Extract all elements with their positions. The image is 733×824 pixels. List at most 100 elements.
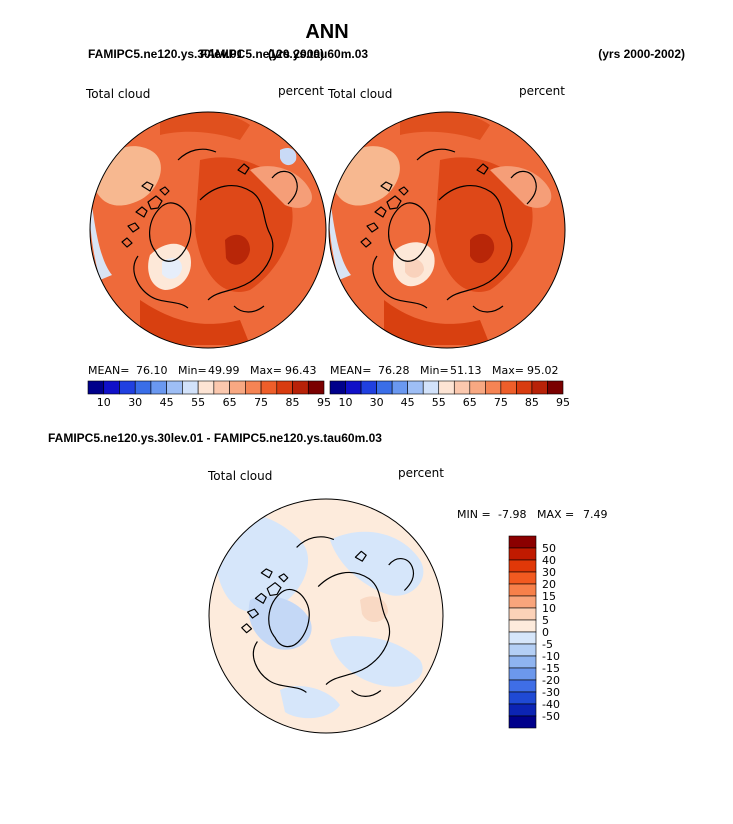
panel-b-colorbar-swatch (329, 380, 346, 395)
panel-a-colorbar-swatch (166, 380, 183, 395)
panel-b-colorbar-tick-label: 10 (339, 396, 353, 409)
panel-c-colorbar-swatch (508, 679, 537, 693)
panel-c-colorbar-tick-label: 50 (542, 542, 556, 555)
panel-b-colorbar-swatch (547, 380, 564, 395)
top-left-label-a: FAMIPC5.ne120.ys.30lev.01 (88, 47, 244, 61)
panel-b-colorbar-swatch (438, 380, 455, 395)
panel-c-colorbar-swatch (508, 595, 537, 609)
panel-b-stat-max: 95.02 (527, 364, 559, 377)
panel-b-colorbar-swatch (516, 380, 533, 395)
panel-c-colorbar-tick-label: -40 (542, 698, 560, 711)
panel-c-stat-min: -7.98 (498, 508, 526, 521)
panel-a-colorbar-swatch (292, 380, 309, 395)
panel-c-colorbar-swatch (508, 547, 537, 561)
panel-c-colorbar-swatch (508, 631, 537, 645)
panel-c-colorbar-tick-label: 5 (542, 614, 549, 627)
panel-c-boundary (208, 498, 444, 734)
panel-a-colorbar-swatch (103, 380, 120, 395)
panel-a-colorbar-tick-label: 75 (254, 396, 268, 409)
panel-c-colorbar-tick-label: 10 (542, 602, 556, 615)
panel-c-colorbar-tick-label: 0 (542, 626, 549, 639)
panel-a-colorbar-swatch (134, 380, 152, 395)
panel-a-colorbar-swatch (150, 380, 167, 395)
panel-b-units: percent (519, 84, 565, 98)
panel-c-colorbar-swatch (508, 643, 537, 657)
panel-b-stat-min-label: Min= (420, 364, 449, 377)
panel-b-colorbar-swatch (345, 380, 362, 395)
panel-c-title: Total cloud (207, 469, 272, 483)
panel-b-colorbar-tick-label: 55 (432, 396, 446, 409)
panel-c-colorbar-tick-label: -30 (542, 686, 560, 699)
panel-a-colorbar-swatch (182, 380, 199, 395)
panel-c-colorbar-swatch (508, 619, 537, 633)
panel-a-colorbar-tick-label: 55 (191, 396, 205, 409)
panel-b-colorbar-tick-label: 95 (556, 396, 570, 409)
panel-a-colorbar-tick-label: 10 (97, 396, 111, 409)
panel-a-colorbar-swatch (119, 380, 136, 395)
panel-a-colorbar-tick-label: 85 (286, 396, 300, 409)
panel-c-colorbar-swatch (508, 655, 537, 669)
panel-a-stat-min: 49.99 (208, 364, 240, 377)
panel-b-colorbar-swatch (453, 380, 471, 395)
panel-a-stat-max-label: Max= (250, 364, 282, 377)
panel-c-colorbar-tick-label: 15 (542, 590, 556, 603)
panel-b-stat-max-label: Max= (492, 364, 524, 377)
panel-b-colorbar-swatch (485, 380, 502, 395)
panel-b-colorbar-tick-label: 85 (525, 396, 539, 409)
panel-c-colorbar-swatch (508, 703, 537, 717)
panel-a-map (90, 112, 326, 348)
panel-a-stat-min-label: Min= (178, 364, 207, 377)
panel-c-colorbar-swatch (508, 583, 537, 597)
panel-b-colorbar-swatch (360, 380, 377, 395)
panel-a-colorbar-swatch (87, 380, 105, 395)
panel-b-map (329, 112, 565, 348)
panel-c-colorbar-tick-label: -15 (542, 662, 560, 675)
panel-c-colorbar-swatch (508, 691, 537, 705)
top-left-label-b-years: (yrs 2000) (268, 47, 324, 61)
panel-c-stat-max-label: MAX = (537, 508, 574, 521)
panel-c-stat-min-label: MIN = (457, 508, 491, 521)
panel-a-colorbar-swatch (260, 380, 278, 395)
panel-a-title: Total cloud (85, 87, 150, 101)
panel-a-colorbar-tick-label: 45 (160, 396, 174, 409)
figure-title: ANN (305, 21, 348, 43)
panel-b-colorbar-swatch (469, 380, 486, 395)
panel-c-colorbar-tick-label: -50 (542, 710, 560, 723)
panel-a-colorbar-tick-label: 95 (317, 396, 331, 409)
panel-b-colorbar-tick-label: 65 (463, 396, 477, 409)
panel-c-colorbar-tick-label: -20 (542, 674, 560, 687)
panel-a-colorbar-tick-label: 30 (128, 396, 142, 409)
top-left-label-b: FAMIPC5.ne120.ys.tau60m.03 (200, 47, 368, 61)
panel-c-colorbar-swatch (508, 715, 537, 729)
panel-a-stat-max: 96.43 (285, 364, 317, 377)
panel-b-colorbar-swatch (531, 380, 548, 395)
panel-c-units: percent (398, 466, 444, 480)
panel-a-colorbar-swatch (229, 380, 246, 395)
panel-c-colorbar-tick-label: 20 (542, 578, 556, 591)
panel-b-colorbar-swatch (500, 380, 517, 395)
panel-b-colorbar-tick-label: 45 (401, 396, 415, 409)
panel-c-colorbar-tick-label: 40 (542, 554, 556, 567)
panel-c-colorbar-swatch (508, 571, 537, 585)
panel-c-map (209, 499, 443, 733)
panel-b-stat-min: 51.13 (450, 364, 482, 377)
panel-a-stat-mean: 76.10 (136, 364, 168, 377)
panel-c-stat-max: 7.49 (583, 508, 608, 521)
panel-c-colorbar-tick-label: 30 (542, 566, 556, 579)
panel-b-colorbar-tick-label: 75 (494, 396, 508, 409)
panel-b-boundary (328, 111, 566, 349)
panel-a-colorbar-swatch (197, 380, 215, 395)
panel-b-colorbar-swatch (376, 380, 393, 395)
panel-a-stat-mean-label: MEAN= (88, 364, 129, 377)
panel-b-colorbar-swatch (407, 380, 424, 395)
panel-c-colorbar-swatch (508, 607, 537, 621)
panel-b-colorbar-tick-label: 30 (370, 396, 384, 409)
panel-a-colorbar-swatch (213, 380, 230, 395)
panel-a-colorbar-swatch (245, 380, 262, 395)
diff-panel-heading: FAMIPC5.ne120.ys.30lev.01 - FAMIPC5.ne12… (48, 431, 382, 445)
panel-b-colorbar: 10 30 45 55 65 75 85 95 (329, 380, 570, 409)
panel-b-colorbar-swatch (391, 380, 408, 395)
panel-c-colorbar-tick-label: -10 (542, 650, 560, 663)
